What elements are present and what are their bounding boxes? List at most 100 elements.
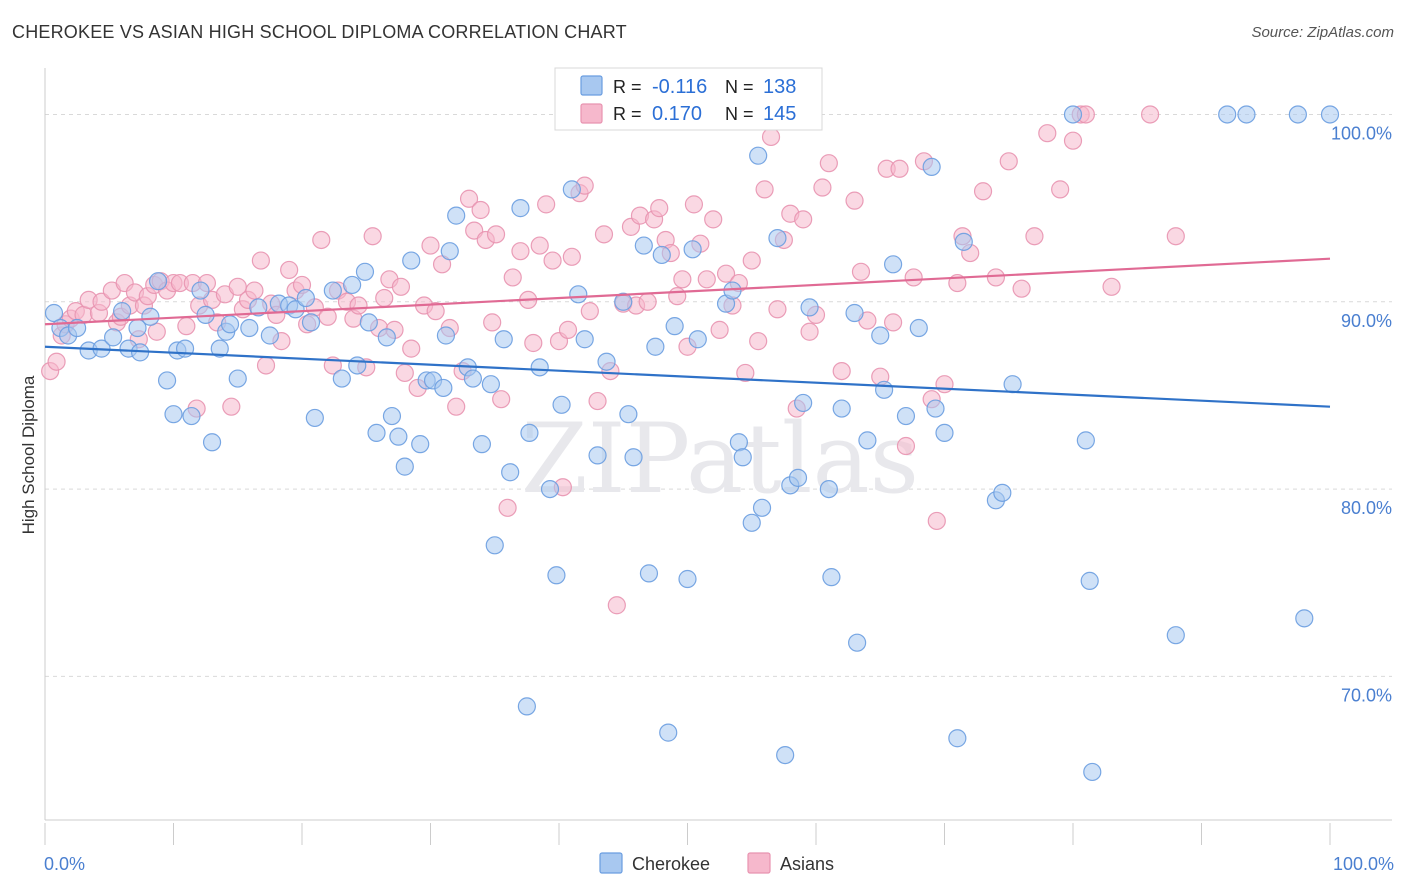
point-cherokee: [210, 339, 229, 358]
point-cherokee: [411, 435, 430, 454]
point-cherokee: [1295, 609, 1314, 628]
point-cherokee: [624, 448, 643, 467]
point-asians: [904, 268, 923, 287]
legend-r-value: 0.170: [652, 103, 702, 125]
point-cherokee: [646, 337, 665, 356]
legend-swatch-asians: [747, 852, 771, 874]
point-cherokee: [220, 315, 240, 334]
point-cherokee: [883, 255, 903, 274]
point-asians: [524, 333, 543, 353]
point-cherokee: [355, 262, 375, 281]
point-cherokee: [871, 326, 890, 345]
point-cherokee: [112, 302, 132, 321]
point-cherokee: [858, 431, 877, 450]
point-cherokee: [1003, 375, 1022, 394]
point-cherokee: [260, 326, 279, 345]
point-asians: [935, 375, 954, 394]
point-asians: [1025, 227, 1044, 246]
point-cherokee: [382, 406, 402, 426]
point-cherokee: [845, 303, 864, 323]
point-cherokee: [1063, 105, 1083, 124]
point-asians: [800, 322, 819, 341]
gridlines: [45, 113, 1392, 677]
point-cherokee: [249, 298, 268, 317]
point-cherokee: [447, 206, 466, 225]
point-asians: [710, 320, 729, 339]
point-cherokee: [896, 406, 916, 426]
point-asians: [222, 397, 241, 416]
point-asians: [684, 195, 704, 214]
point-asians: [447, 397, 466, 416]
point-cherokee: [935, 423, 954, 443]
point-asians: [530, 236, 549, 255]
point-cherokee: [520, 423, 539, 443]
point-cherokee: [1076, 431, 1095, 450]
point-asians: [986, 268, 1006, 287]
y-axis-label: High School Diploma: [19, 375, 38, 534]
trend-line-cherokee: [44, 345, 1331, 408]
point-cherokee: [359, 313, 378, 332]
point-cherokee: [343, 275, 362, 295]
point-asians: [1012, 279, 1031, 298]
point-cherokee: [614, 292, 633, 311]
point-cherokee: [323, 281, 342, 300]
point-cherokee: [776, 745, 795, 765]
point-asians: [668, 287, 687, 306]
point-cherokee: [832, 399, 851, 418]
point-cherokee: [1218, 105, 1237, 124]
point-cherokee: [683, 240, 702, 259]
point-cherokee: [501, 463, 520, 482]
point-asians: [1038, 124, 1057, 143]
point-cherokee: [788, 468, 808, 487]
point-asians: [896, 436, 916, 456]
point-asians: [486, 225, 506, 244]
point-cherokee: [800, 298, 819, 317]
point-asians: [832, 361, 851, 381]
point-cherokee: [511, 199, 530, 218]
point-cherokee: [481, 375, 500, 394]
point-cherokee: [954, 232, 973, 251]
y-tick-label: 90.0%: [1341, 311, 1392, 331]
point-cherokee: [597, 352, 616, 371]
point-cherokee: [164, 405, 183, 424]
point-cherokee: [1320, 105, 1340, 124]
point-asians: [768, 300, 787, 319]
point-cherokee: [286, 300, 305, 319]
axes: [44, 68, 1392, 821]
correlation-legend: R = -0.116 N = 138 R = 0.170 N = 145: [554, 67, 823, 131]
point-cherokee: [822, 568, 841, 587]
chart-source: Source: ZipAtlas.com: [1251, 24, 1394, 41]
point-cherokee: [305, 408, 324, 428]
point-cherokee: [540, 479, 560, 499]
point-cherokee: [485, 536, 504, 555]
point-cherokee: [1237, 105, 1256, 124]
point-cherokee: [402, 251, 421, 270]
point-cherokee: [1288, 105, 1307, 124]
point-asians: [927, 511, 946, 531]
point-cherokee: [569, 285, 588, 304]
point-cherokee: [240, 318, 259, 338]
point-asians: [471, 200, 490, 220]
point-asians: [638, 292, 657, 311]
point-cherokee: [652, 245, 671, 265]
point-cherokee: [182, 406, 201, 426]
point-asians: [673, 270, 692, 289]
point-cherokee: [926, 399, 945, 418]
point-cherokee: [141, 307, 160, 326]
legend-n-label: N =: [725, 77, 754, 97]
series-legend: Cherokee Asians: [599, 852, 834, 874]
legend-n-label: N =: [725, 104, 754, 124]
point-cherokee: [1083, 762, 1102, 782]
point-asians: [813, 178, 832, 197]
point-cherokee: [909, 318, 928, 338]
point-asians: [256, 356, 276, 375]
point-asians: [47, 352, 66, 371]
point-cherokee: [768, 228, 787, 248]
point-cherokee: [948, 729, 967, 748]
legend-swatch-cherokee: [599, 852, 623, 874]
point-asians: [1166, 227, 1185, 246]
point-asians: [251, 251, 270, 270]
point-asians: [761, 127, 781, 147]
point-cherokee: [440, 242, 459, 261]
